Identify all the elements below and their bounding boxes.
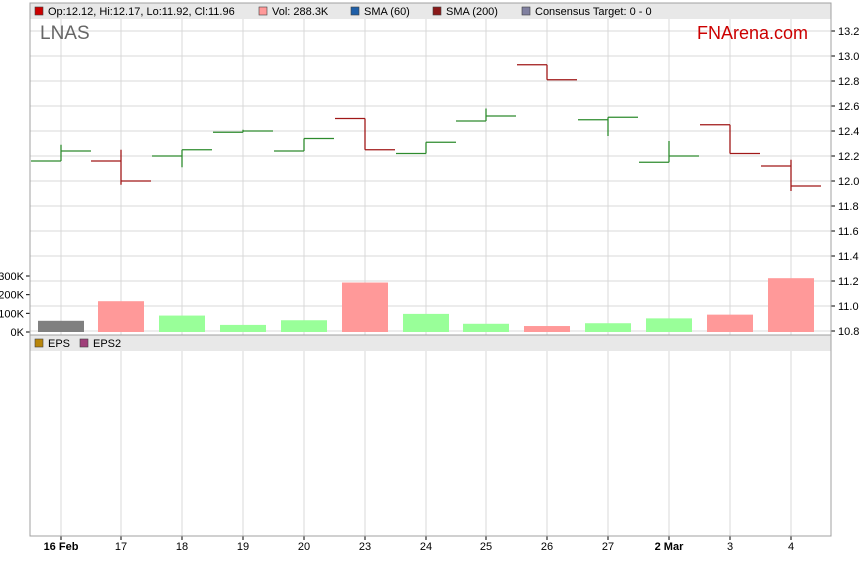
x-tick-label: 3 [727,541,733,553]
ohlc-bar [213,129,273,133]
ohlc-bar [152,149,212,168]
ohlc-bars [31,64,821,191]
ohlc-bar [761,159,821,191]
x-tick-label: 18 [176,541,188,553]
price-tick-label: 11.6 [838,226,859,238]
price-tick-label: 11.2 [838,276,859,288]
legend-text: Consensus Target: 0 - 0 [535,6,652,18]
legend-swatch [521,6,531,16]
x-tick-label: 23 [359,541,371,553]
ohlc-bar [91,149,151,185]
legend-swatch [258,6,268,16]
volume-tick-label: 200K [0,290,25,302]
x-tick-label: 24 [420,541,432,553]
volume-bar [463,323,509,332]
ohlc-bar [639,141,699,163]
lower-panel [30,335,831,351]
volume-bar [768,278,814,332]
lower-legend-text: EPS2 [93,338,121,350]
ohlc-bar [274,137,334,152]
volume-bar [585,323,631,332]
volume-bar [98,301,144,332]
lower-legend-swatch [34,338,44,348]
ohlc-bar [396,141,456,155]
volume-tick-label: 100K [0,308,25,320]
legend-text: SMA (60) [364,6,410,18]
volume-bar [281,320,327,332]
ohlc-bar [335,117,395,151]
x-tick-label: 4 [788,541,794,553]
x-tick-label: 25 [480,541,492,553]
lower-legend: EPS EPS2 [34,338,121,350]
volume-bars [38,278,814,332]
x-axis: 16 Feb 17 18 19 20 23 24 25 26 27 2 Mar 3 4 [44,536,794,553]
volume-bar [707,314,753,332]
price-tick-label: 10.8 [838,326,859,338]
volume-bar [220,324,266,332]
x-tick-label: 16 Feb [44,541,79,553]
x-tick-label: 27 [602,541,614,553]
volume-bar [342,282,388,332]
volume-bar [524,326,570,332]
legend-swatch [34,6,44,16]
price-tick-label: 12.8 [838,76,859,88]
price-tick-label: 12.6 [838,101,859,113]
frame [29,2,832,537]
price-tick-label: 12.4 [838,126,859,138]
ohlc-bar [517,64,577,81]
volume-bar [403,313,449,332]
price-tick-label: 12.0 [838,176,859,188]
legend-text: Op:12.12, Hi:12.17, Lo:11.92, Cl:11.96 [48,6,235,18]
brand-logo: FNArena.com [697,23,808,43]
volume-tick-label: 300K [0,271,25,283]
x-tick-label: 20 [298,541,310,553]
legend-swatch [432,6,442,16]
legend-swatch [350,6,360,16]
price-tick-label: 12.2 [838,151,859,163]
ohlc-bar [578,116,638,136]
legend: Op:12.12, Hi:12.17, Lo:11.92, Cl:11.96 Vo… [34,6,652,18]
x-tick-label: 26 [541,541,553,553]
plot-frame [29,2,832,537]
gridlines [30,19,831,536]
ohlc-bar [456,108,516,122]
ohlc-bar [700,124,760,155]
legend-bar-bg [30,3,831,19]
x-tick-label: 17 [115,541,127,553]
lower-legend-swatch [79,338,89,348]
legend-text: SMA (200) [446,6,498,18]
volume-bar [646,318,692,332]
x-tick-label: 19 [237,541,249,553]
legend-text: Vol: 288.3K [272,6,329,18]
ticker-label: LNAS [40,23,90,44]
price-tick-label: 11.8 [838,201,859,213]
volume-tick-label: 0K [11,327,25,339]
volume-axis: 300K 200K 100K 0K [0,271,30,339]
ohlc-bar [31,144,91,162]
price-tick-label: 11.0 [838,301,859,313]
lower-legend-bg [30,335,831,351]
x-tick-label: 2 Mar [655,541,684,553]
legend-bar [30,3,831,19]
price-tick-label: 13.2 [838,26,859,38]
price-tick-label: 13.0 [838,51,859,63]
volume-bar [38,320,84,332]
price-tick-label: 11.4 [838,251,859,263]
volume-bar [159,315,205,332]
lower-legend-text: EPS [48,338,70,350]
price-axis: 13.2 13.0 12.8 12.6 12.4 12.2 12.0 11.8 11.6 11.4… [831,26,859,338]
